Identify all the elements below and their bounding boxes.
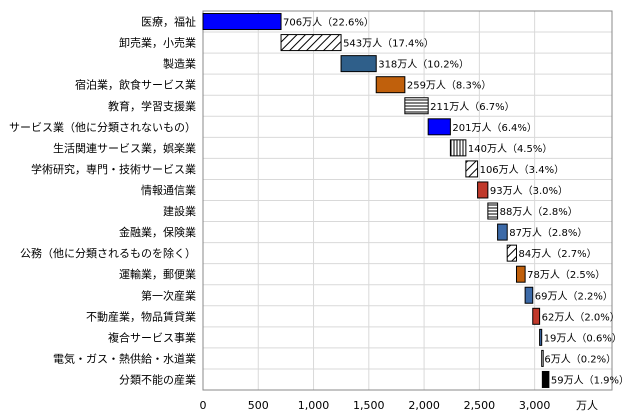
category-label: 複合サービス事業 <box>108 330 196 344</box>
x-tick-label: 0 <box>200 399 207 412</box>
gridlines <box>203 11 612 390</box>
bar-1 <box>280 34 342 52</box>
category-label: 公務（他に分類されるものを除く） <box>20 246 196 260</box>
value-label: 140万人（4.5%） <box>468 143 553 155</box>
bar-15 <box>539 328 543 346</box>
category-label: 分類不能の産業 <box>119 372 196 386</box>
category-label: 不動産業，物品賃貸業 <box>86 309 196 323</box>
value-label: 318万人（10.2%） <box>378 59 469 71</box>
category-label: 電気・ガス・熱供給・水道業 <box>53 351 196 365</box>
value-label: 106万人（3.4%） <box>480 164 565 176</box>
bar-6 <box>449 139 467 157</box>
category-label: 情報通信業 <box>141 184 196 197</box>
x-axis-unit-label: 万人 <box>576 399 598 412</box>
value-label: 88万人（2.8%） <box>500 206 578 218</box>
bar-3 <box>375 76 406 94</box>
bar-10 <box>497 223 508 241</box>
category-label: 第一次産業 <box>141 288 196 302</box>
category-label: 教育，学習支援業 <box>108 99 196 113</box>
bar-2 <box>340 55 377 73</box>
value-label: 201万人（6.4%） <box>452 122 537 134</box>
value-label: 259万人（8.3%） <box>407 80 492 92</box>
value-label: 78万人（2.5%） <box>527 269 605 281</box>
category-label: 卸売業，小売業 <box>119 36 196 50</box>
value-label: 211万人（6.7%） <box>430 101 515 113</box>
bar-11 <box>506 244 517 262</box>
bar-13 <box>524 286 534 304</box>
bar-9 <box>487 202 499 220</box>
x-axis: 0 500 1,000 1,500 2,000 2,500 3,000 <box>200 399 551 412</box>
category-label: 建設業 <box>163 204 196 218</box>
value-labels: 706万人（22.6%） 543万人（17.4%） 318万人（10.2%） 259万… <box>283 17 629 387</box>
x-tick-label: 2,000 <box>408 399 440 412</box>
value-label: 69万人（2.2%） <box>535 290 613 302</box>
value-label: 706万人（22.6%） <box>283 17 374 29</box>
x-tick-label: 500 <box>248 399 269 412</box>
value-label: 543万人（17.4%） <box>343 38 434 50</box>
category-label: 生活関連サービス業，娯楽業 <box>53 141 196 155</box>
value-label: 59万人（1.9%） <box>551 374 629 386</box>
plot-area <box>202 10 613 391</box>
bar-14 <box>532 307 541 325</box>
x-tick-label: 1,000 <box>298 399 330 412</box>
x-tick-label: 2,500 <box>464 399 496 412</box>
bar-7 <box>465 160 479 178</box>
category-label: 運輸業，郵便業 <box>119 267 196 281</box>
bar-5 <box>427 118 451 136</box>
bar-12 <box>515 265 526 283</box>
bar-16 <box>541 349 544 367</box>
x-tick-label: 1,500 <box>353 399 385 412</box>
category-label: 医療，福祉 <box>141 15 196 29</box>
category-labels: 医療，福祉卸売業，小売業製造業宿泊業，飲食サービス業教育，学習支援業サービス業（… <box>9 15 196 387</box>
category-label: 宿泊業，飲食サービス業 <box>75 78 196 92</box>
value-label: 19万人（0.6%） <box>544 332 622 344</box>
bar-17 <box>541 370 550 388</box>
value-label: 93万人（3.0%） <box>490 185 568 197</box>
category-label: 学術研究，専門・技術サービス業 <box>31 162 196 176</box>
value-label: 62万人（2.0%） <box>542 311 620 323</box>
bar-0 <box>202 13 282 31</box>
value-label: 6万人（0.2%） <box>544 353 616 365</box>
bar-8 <box>477 181 489 199</box>
bars <box>202 13 550 388</box>
x-tick-label: 3,000 <box>519 399 551 412</box>
value-label: 84万人（2.7%） <box>518 248 596 260</box>
category-label: サービス業（他に分類されないもの） <box>9 121 196 134</box>
category-label: 製造業 <box>163 57 196 71</box>
bar-4 <box>404 97 429 115</box>
value-label: 87万人（2.8%） <box>509 227 587 239</box>
category-label: 金融業，保険業 <box>119 225 196 239</box>
